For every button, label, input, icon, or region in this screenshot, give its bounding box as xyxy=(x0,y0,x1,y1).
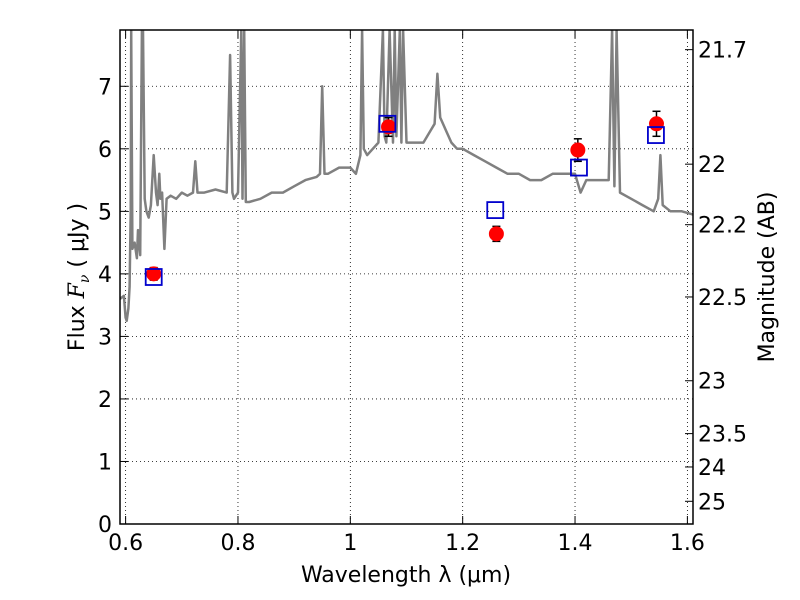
model-point xyxy=(144,268,163,286)
right-tick-label: 23 xyxy=(698,370,726,395)
y-tick-label: 6 xyxy=(98,138,112,163)
x-tick-label: 0.8 xyxy=(220,531,255,556)
right-axis-title: Magnitude (AB) xyxy=(755,192,780,363)
y-tick-label: 5 xyxy=(98,200,112,225)
right-tick-labels: 21.7 22 22.2 22.5 23 23.5 24 25 xyxy=(698,39,747,516)
spectrum-series xyxy=(120,30,693,323)
axis-ticks xyxy=(120,30,693,525)
x-axis-title: Wavelength λ (μm) xyxy=(301,563,511,588)
observed-point xyxy=(570,142,586,158)
y-tick-labels: 0 1 2 3 4 5 6 7 xyxy=(98,75,112,538)
plot-frame xyxy=(119,29,694,525)
y-axis-title: Flux Fν ( μJy ) xyxy=(65,203,93,351)
model-photometry-series xyxy=(144,114,665,286)
y-tick-label: 3 xyxy=(98,325,112,350)
right-tick-label: 23.5 xyxy=(698,423,747,448)
model-point xyxy=(378,114,397,133)
y-tick-label: 0 xyxy=(98,513,112,538)
x-tick-labels: 0.6 0.8 1 1.2 1.4 1.6 xyxy=(108,531,705,556)
y-tick-label: 7 xyxy=(98,75,112,100)
right-tick-label: 22.2 xyxy=(698,214,747,239)
x-tick-label: 1.4 xyxy=(558,531,593,556)
spectrum-line xyxy=(120,30,693,323)
model-point xyxy=(647,126,665,144)
observed-point xyxy=(488,226,504,242)
x-tick-label: 0.6 xyxy=(108,531,143,556)
model-point xyxy=(570,158,588,177)
right-tick-label: 22 xyxy=(698,153,726,178)
right-tick-label: 24 xyxy=(698,456,726,481)
x-tick-label: 1.2 xyxy=(445,531,480,556)
y-tick-label: 2 xyxy=(98,388,112,413)
right-tick-label: 21.7 xyxy=(698,39,747,64)
x-tick-label: 1.6 xyxy=(670,531,705,556)
y-tick-label: 1 xyxy=(98,450,112,475)
observed-point xyxy=(381,119,397,135)
model-point xyxy=(486,201,505,219)
observed-point xyxy=(648,116,664,132)
y-tick-label: 4 xyxy=(98,263,112,288)
x-tick-label: 1 xyxy=(343,531,357,556)
right-tick-label: 25 xyxy=(698,490,726,515)
observed-point xyxy=(146,266,162,282)
right-tick-label: 22.5 xyxy=(698,286,747,311)
